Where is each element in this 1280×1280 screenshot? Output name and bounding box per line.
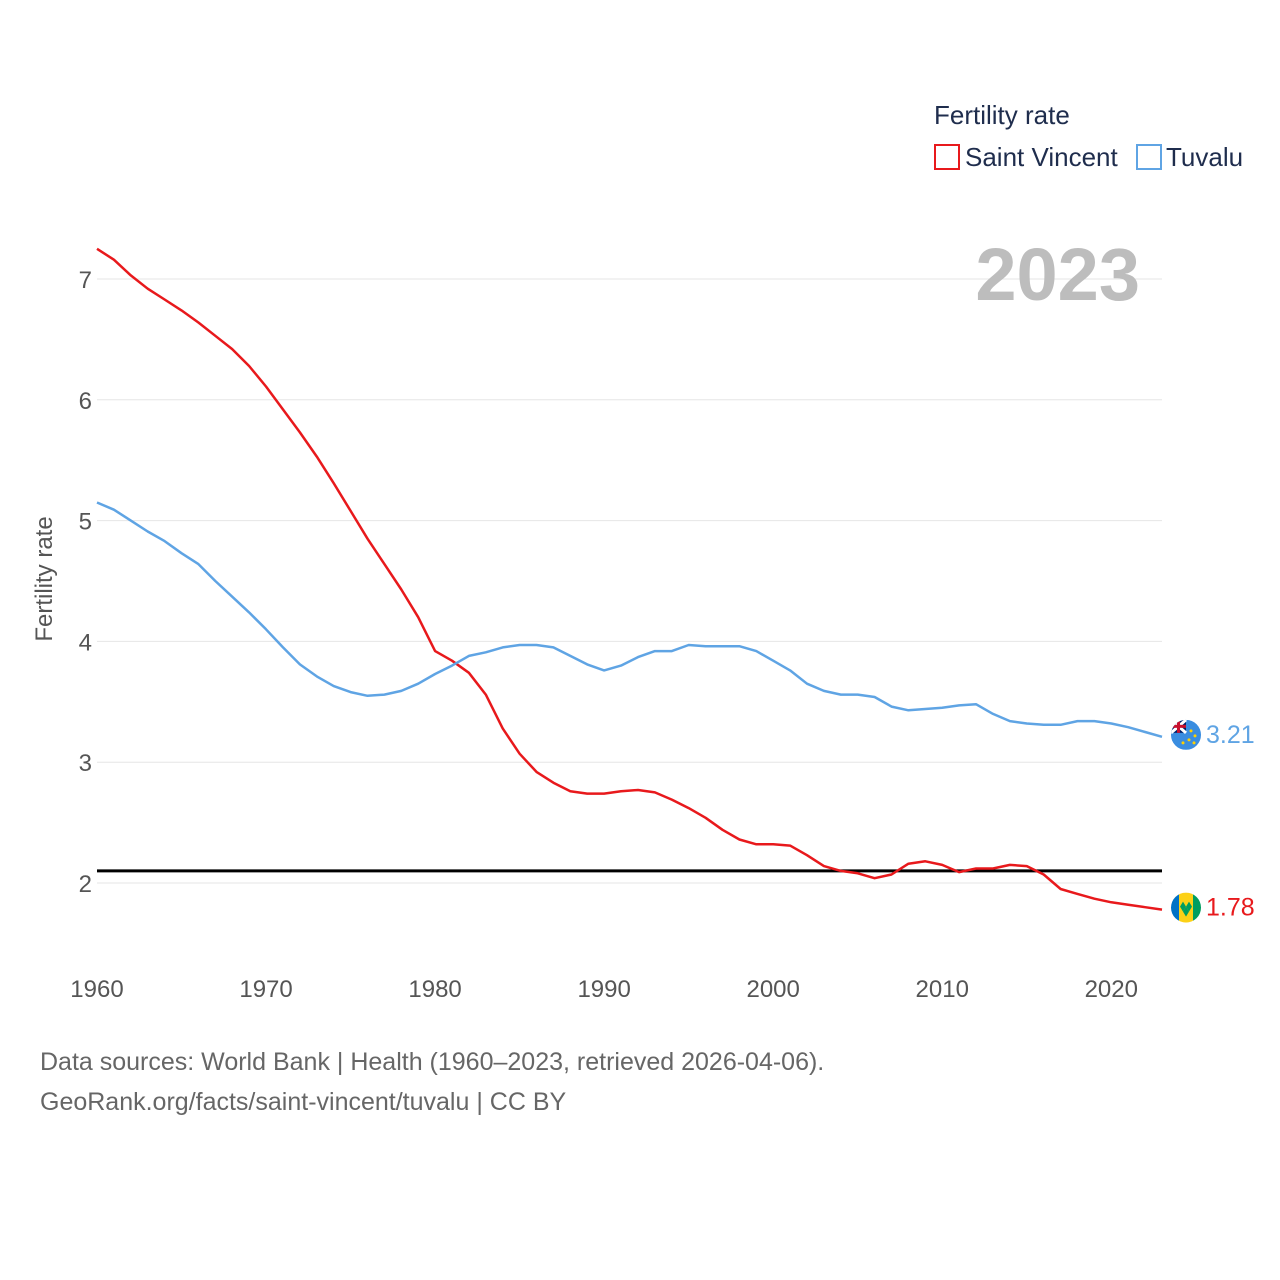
x-tick-label: 2010: [916, 976, 969, 1003]
y-tick-label: 6: [79, 388, 92, 415]
legend-title: Fertility rate: [934, 100, 1070, 130]
series-line-saint-vincent: [96, 247, 1163, 911]
x-tick-labels: 1960 1970 1980 1990 2000 2010 2020: [70, 976, 1138, 1003]
x-tick-label: 2000: [746, 976, 799, 1003]
source-line-1: Data sources: World Bank | Health (1960–…: [40, 1048, 825, 1076]
source-line-2: GeoRank.org/facts/saint-vincent/tuvalu |…: [40, 1088, 567, 1116]
data-source-note: Data sources: World Bank | Health (1960–…: [40, 1042, 824, 1122]
y-axis-title: Fertility rate: [31, 516, 58, 641]
y-tick-label: 7: [79, 267, 92, 294]
x-tick-label: 1980: [408, 976, 461, 1003]
x-tick-label: 1990: [577, 976, 630, 1003]
y-tick-labels: 2 3 4 5 6 7: [79, 267, 92, 898]
saint-vincent-flag-icon: [1171, 892, 1201, 923]
y-tick-label: 5: [79, 509, 92, 536]
tuvalu-flag-icon: [1171, 719, 1201, 750]
series-line-tuvalu: [96, 501, 1163, 739]
x-tick-label: 1960: [70, 976, 123, 1003]
x-tick-label: 2020: [1085, 976, 1138, 1003]
legend-swatch-tuvalu: [1136, 144, 1162, 170]
end-value-label-tuvalu: 3.21: [1206, 721, 1255, 749]
legend-label-saint-vincent: Saint Vincent: [965, 142, 1119, 172]
y-tick-label: 3: [79, 750, 92, 777]
y-tick-label: 4: [79, 629, 92, 656]
grid-layer: [97, 278, 1162, 884]
y-tick-label: 2: [79, 871, 92, 898]
legend-label-tuvalu: Tuvalu: [1166, 142, 1243, 172]
x-tick-label: 1970: [239, 976, 292, 1003]
legend-swatch-saint-vincent: [934, 144, 960, 170]
end-markers: 1.78 3.21: [1206, 721, 1255, 922]
end-value-label-saint-vincent: 1.78: [1206, 894, 1255, 922]
year-label: 2023: [975, 233, 1140, 316]
series-layer: [96, 247, 1163, 911]
